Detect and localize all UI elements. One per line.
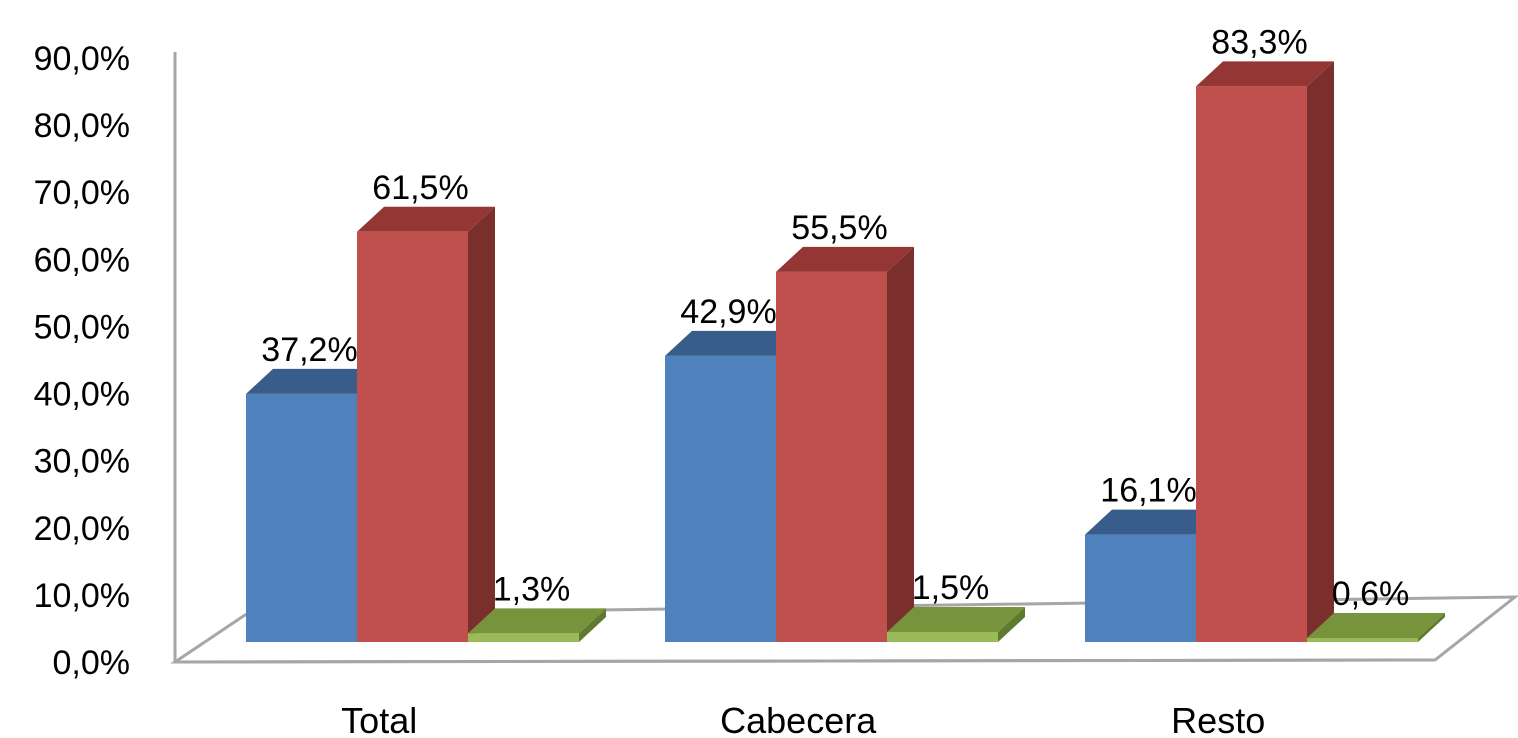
data-label: 1,3%	[493, 570, 571, 608]
x-category-label: Resto	[1171, 700, 1265, 738]
data-label: 16,1%	[1100, 472, 1196, 510]
data-label: 0,6%	[1332, 575, 1410, 613]
data-label: 55,5%	[791, 209, 887, 247]
y-tick-label: 80,0%	[34, 107, 130, 145]
bar-side	[998, 606, 1025, 642]
y-tick-label: 40,0%	[34, 376, 130, 414]
bar-top	[887, 606, 1025, 632]
bar-front	[468, 633, 579, 642]
data-label: 37,2%	[261, 331, 357, 369]
bar-front	[357, 231, 468, 643]
bars	[246, 61, 1445, 643]
y-tick-label: 20,0%	[34, 510, 130, 548]
bar	[468, 608, 606, 642]
bar-front	[776, 271, 887, 642]
bar-front	[665, 355, 776, 642]
y-tick-label: 10,0%	[34, 577, 130, 615]
bar	[357, 206, 495, 643]
bar-side	[1307, 61, 1334, 643]
y-tick-label: 50,0%	[34, 308, 130, 346]
bar-side	[468, 206, 495, 643]
data-labels: 37,2% 61,5% 1,3% 42,9% 55,5% 1,5% 16,1% 83,3% 0,…	[261, 23, 1409, 613]
data-label: 61,5%	[372, 169, 468, 207]
bar-side	[887, 246, 914, 642]
x-axis-categories: Total Cabecera Resto	[341, 700, 1265, 738]
y-tick-label: 60,0%	[34, 241, 130, 279]
x-axis-line	[174, 658, 1436, 664]
bar-top	[1196, 61, 1334, 87]
y-tick-label: 30,0%	[34, 443, 130, 481]
bar	[1196, 61, 1334, 643]
bar	[887, 606, 1025, 642]
bar-front	[887, 631, 998, 642]
bar-top	[776, 246, 914, 272]
bar	[776, 246, 914, 642]
bar-top	[1085, 509, 1223, 535]
x-category-label: Total	[341, 700, 417, 738]
data-label: 1,5%	[912, 569, 990, 607]
bar-side	[579, 608, 606, 642]
data-label: 42,9%	[680, 293, 776, 331]
bar-front	[1085, 534, 1196, 642]
bar-top	[665, 330, 803, 356]
bar-top	[468, 608, 606, 634]
data-label: 83,3%	[1211, 23, 1307, 61]
bar-top	[357, 206, 495, 232]
chart-walls	[170, 52, 1518, 664]
y-axis-ticks: 0,0% 10,0% 20,0% 30,0% 40,0% 50,0% 60,0% 70,0% 8…	[34, 40, 130, 682]
y-tick-label: 90,0%	[34, 40, 130, 78]
bar	[1307, 612, 1445, 642]
y-tick-label: 0,0%	[53, 644, 131, 682]
x-category-label: Cabecera	[720, 700, 877, 738]
bar-front	[246, 393, 357, 642]
bar-front	[1196, 86, 1307, 643]
bar-side	[1418, 612, 1445, 642]
bar-top	[246, 368, 384, 394]
bar-top	[1307, 612, 1445, 638]
bar-front	[1307, 637, 1418, 642]
y-tick-label: 70,0%	[34, 174, 130, 212]
